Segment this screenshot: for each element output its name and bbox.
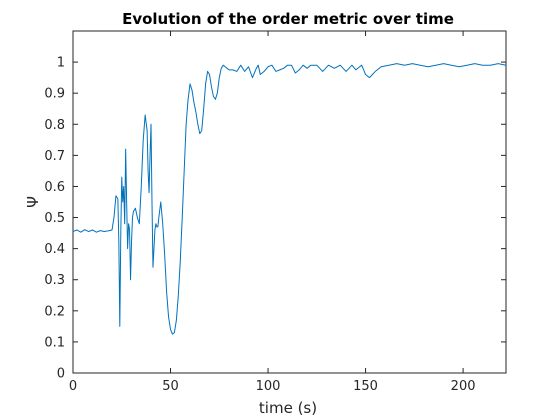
y-tick-label: 0.6 bbox=[44, 180, 65, 195]
y-tick-label: 0.7 bbox=[44, 149, 65, 164]
x-tick-label: 200 bbox=[451, 379, 476, 394]
x-tick-label: 50 bbox=[162, 379, 179, 394]
x-tick-label: 150 bbox=[353, 379, 378, 394]
y-tick-label: 0.2 bbox=[44, 304, 65, 319]
chart-title: Evolution of the order metric over time bbox=[122, 10, 454, 28]
y-tick-label: 0.1 bbox=[44, 335, 65, 350]
y-tick-label: 0.8 bbox=[44, 118, 65, 133]
y-tick-label: 0.3 bbox=[44, 273, 65, 288]
x-tick-label: 100 bbox=[256, 379, 281, 394]
y-tick-label: 0.4 bbox=[44, 242, 65, 257]
axes-box bbox=[72, 30, 507, 374]
x-tick-label: 0 bbox=[69, 379, 77, 394]
y-tick-label: 0.9 bbox=[44, 87, 65, 102]
plot-area: 0 50 100 150 200 0 0.1 0.2 0.3 0.4 0.5 0.6 0.7 0.8 0.9… bbox=[44, 30, 507, 394]
y-axis-label: Ψ bbox=[24, 196, 42, 208]
y-tick-label: 1 bbox=[57, 56, 65, 71]
x-axis-label: time (s) bbox=[259, 399, 317, 417]
series-line bbox=[72, 63, 507, 335]
y-tick-label: 0 bbox=[57, 367, 65, 382]
y-tick-label: 0.5 bbox=[44, 211, 65, 226]
